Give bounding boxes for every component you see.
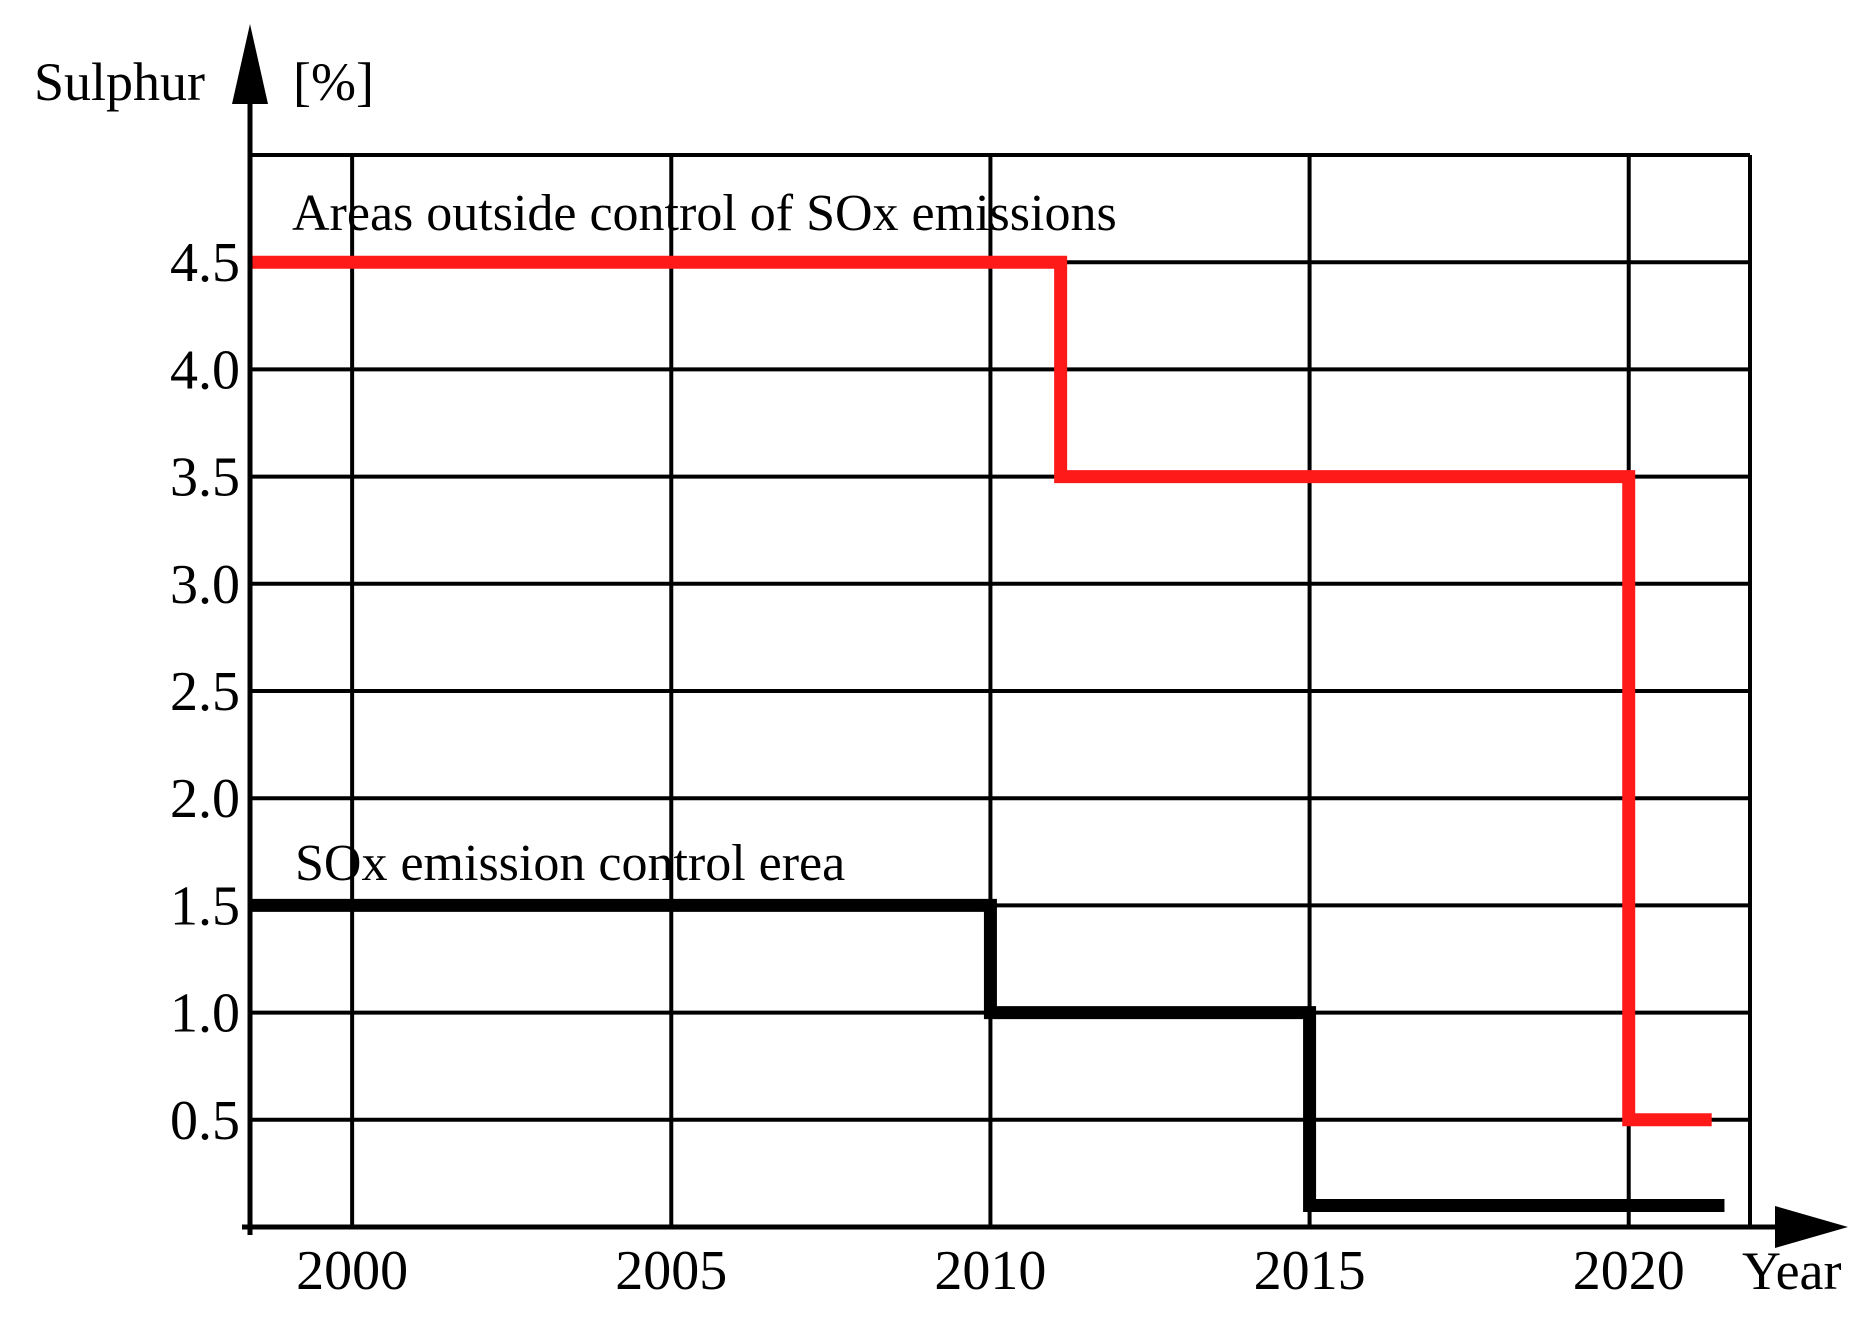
x-tick-label: 2005 xyxy=(615,1240,727,1302)
y-tick-label: 1.0 xyxy=(170,983,240,1045)
y-tick-label: 3.0 xyxy=(170,554,240,616)
y-tick-label: 0.5 xyxy=(170,1090,240,1152)
y-axis-arrow xyxy=(232,24,268,104)
x-tick-label: 2015 xyxy=(1254,1240,1366,1302)
y-tick-label: 3.5 xyxy=(170,447,240,509)
annotation-eca: SOx emission control erea xyxy=(295,835,845,892)
y-tick-label: 1.5 xyxy=(170,875,240,937)
y-tick-label: 2.5 xyxy=(170,661,240,723)
annotation-outside-eca: Areas outside control of SOx emissions xyxy=(292,185,1117,242)
x-axis-title: Year xyxy=(1742,1241,1842,1301)
y-axis-unit: [%] xyxy=(293,52,374,112)
grid-lines xyxy=(250,153,1752,1227)
axes xyxy=(232,24,1848,1248)
y-tick-label: 4.5 xyxy=(170,232,240,294)
y-tick-label: 4.0 xyxy=(170,339,240,401)
tick-labels: 0.5 1.0 1.5 2.0 2.5 3.0 3.5 4.0 4.5 2000 2005 2010 2… xyxy=(170,232,1685,1302)
x-tick-label: 2000 xyxy=(296,1240,408,1302)
y-axis-title: Sulphur xyxy=(34,52,205,112)
y-tick-label: 2.0 xyxy=(170,768,240,830)
x-tick-label: 2010 xyxy=(934,1240,1046,1302)
series-line-0 xyxy=(250,255,1712,1127)
series-lines xyxy=(250,255,1725,1213)
axis-labels: Sulphur [%] Year Areas outside control o… xyxy=(34,52,1842,1301)
series-line-1 xyxy=(250,898,1725,1213)
x-axis-arrow xyxy=(1775,1206,1848,1248)
x-tick-label: 2020 xyxy=(1573,1240,1685,1302)
